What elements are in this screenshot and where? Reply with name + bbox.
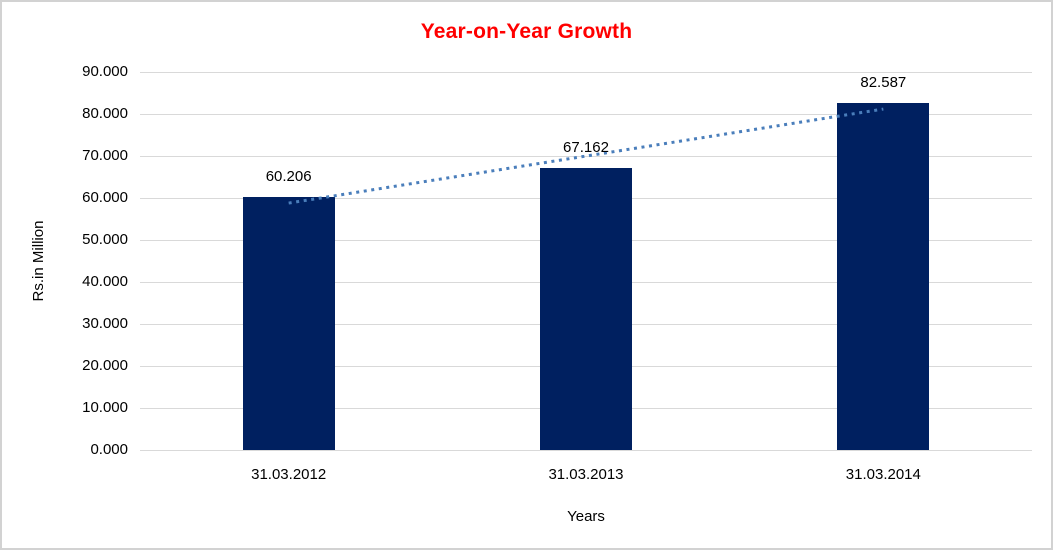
y-tick-label: 70.000 (82, 147, 128, 164)
x-tick-label: 31.03.2012 (251, 466, 327, 483)
bar-data-label: 60.206 (265, 168, 312, 186)
x-tick-label: 31.03.2014 (845, 466, 921, 483)
gridline (140, 71, 1032, 73)
gridline (140, 113, 1032, 115)
y-tick-label: 50.000 (82, 231, 128, 248)
y-axis-tick-labels: 0.000 10.000 20.000 30.000 40.000 50.000 60.00… (2, 64, 128, 458)
y-tick-label: 20.000 (82, 357, 128, 374)
gridline (140, 155, 1032, 157)
gridline (140, 449, 1032, 451)
bar-31.03.2013 (540, 167, 632, 450)
y-tick-label: 40.000 (82, 273, 128, 290)
bar-data-label: 67.162 (563, 138, 609, 156)
y-tick-label: 30.000 (82, 315, 128, 332)
trendline-dotted-line (288, 107, 884, 205)
x-axis-title: Years (567, 508, 605, 525)
y-tick-label: 0.000 (90, 441, 128, 458)
plot-area: 60.206 67.162 82.587 (140, 71, 1032, 451)
x-tick-label: 31.03.2013 (548, 466, 624, 483)
y-tick-label: 60.000 (82, 189, 128, 206)
bar-data-label: 82.587 (860, 74, 907, 92)
bar-31.03.2012 (242, 197, 335, 450)
y-tick-label: 80.000 (82, 105, 128, 122)
y-tick-label: 90.000 (82, 63, 128, 80)
chart-title: Year-on-Year Growth (420, 20, 633, 43)
y-tick-label: 10.000 (82, 399, 128, 416)
trendline (288, 107, 884, 205)
bar-31.03.2014 (837, 103, 930, 450)
